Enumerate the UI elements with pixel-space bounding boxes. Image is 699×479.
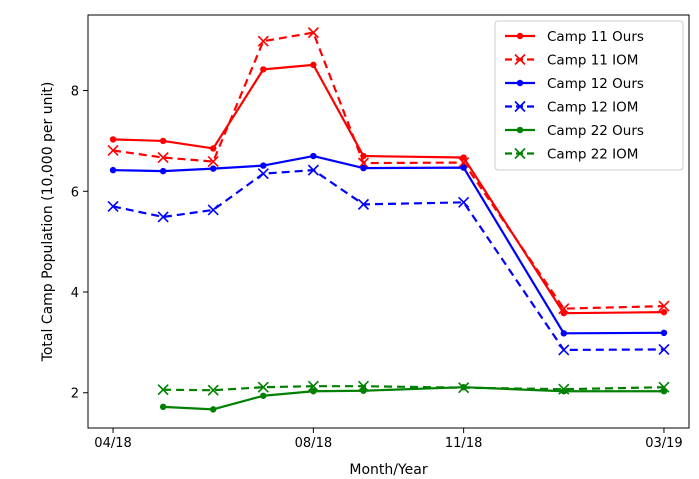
data-point [207,384,219,396]
data-point [458,382,470,394]
data-point [207,155,219,168]
data-point [560,388,567,395]
data-point [260,392,267,399]
x-tick-label: 03/19 [645,436,682,451]
x-axis: 04/18 08/18 11/18 03/19 [94,428,683,451]
data-point [109,166,117,174]
data-point [307,164,319,176]
legend-marker [514,100,526,113]
legend-entry: Camp 11 IOM [505,53,638,69]
x-tick-label: 04/18 [94,436,131,451]
data-point [159,167,167,175]
series-line [163,386,664,411]
legend-label: Camp 22 IOM [547,147,638,163]
series-camp-11-iom [107,27,670,315]
data-point [558,383,570,395]
plot-frame [87,14,690,429]
data-point [157,211,169,223]
series-layer [107,27,670,413]
legend-marker [516,126,524,134]
data-point [210,406,217,413]
series-camp-22-iom [157,380,670,396]
y-axis-title: Total Camp Population (10,000 per unit) [40,82,56,363]
x-tick-label: 11/18 [445,436,482,451]
data-point [157,384,169,396]
legend-entry: Camp 12 Ours [505,76,644,92]
y-tick-label: 2 [71,387,79,402]
data-point [257,35,269,47]
y-axis: 2 4 6 8 [71,85,88,402]
data-point [658,343,670,355]
legend-entry: Camp 12 IOM [505,100,638,116]
data-point [360,164,367,172]
series-line [113,154,664,335]
data-point [260,66,267,73]
data-point [357,380,370,392]
data-point [660,329,668,337]
data-point [157,151,169,164]
data-point [257,168,269,180]
data-point [159,403,167,411]
legend-marker [516,32,524,40]
series-line [112,169,664,352]
x-tick-label: 08/18 [295,436,332,451]
data-point [360,387,367,394]
data-point [558,303,570,315]
data-point [458,196,470,208]
data-point [307,380,319,392]
data-point [107,144,119,157]
data-point [310,152,317,160]
data-point [307,27,319,39]
legend: Camp 11 Ours Camp 11 IOM Camp 12 Ours Camp … [494,20,684,171]
data-point [310,388,317,395]
data-point [460,164,467,171]
data-point [460,154,467,161]
legend-label: Camp 11 IOM [547,53,638,69]
data-point [159,137,167,145]
legend-label: Camp 11 Ours [547,29,644,45]
data-point [658,381,670,393]
series-camp-12-iom [107,164,670,356]
legend-entry: Camp 11 Ours [505,29,644,45]
legend-marker [514,147,526,160]
x-axis-title: Month/Year [349,462,427,478]
series-camp-12-ours [109,152,668,337]
y-tick-label: 4 [71,286,79,301]
series-line [112,31,664,310]
data-point [260,162,267,169]
data-point [660,308,668,316]
y-tick-label: 8 [71,85,79,100]
y-tick-label: 6 [71,185,79,200]
legend-marker [516,79,524,87]
data-point [107,200,119,212]
data-point [310,61,317,69]
legend-label: Camp 22 Ours [547,123,644,139]
series-line [163,385,664,392]
data-point [458,157,470,169]
data-point [109,136,117,143]
data-point [658,300,670,312]
legend-marker [514,53,526,66]
data-point [558,344,570,356]
legend-label: Camp 12 Ours [547,76,644,92]
legend-label: Camp 12 IOM [547,100,638,116]
data-point [207,204,219,216]
data-point [210,145,217,152]
legend-entry: Camp 22 Ours [505,123,644,139]
data-point [357,198,370,210]
legend-box [494,20,684,171]
data-point [560,330,567,337]
data-point [560,309,567,317]
data-point [210,165,217,172]
data-point [257,381,269,393]
legend-entry: Camp 22 IOM [505,147,638,163]
